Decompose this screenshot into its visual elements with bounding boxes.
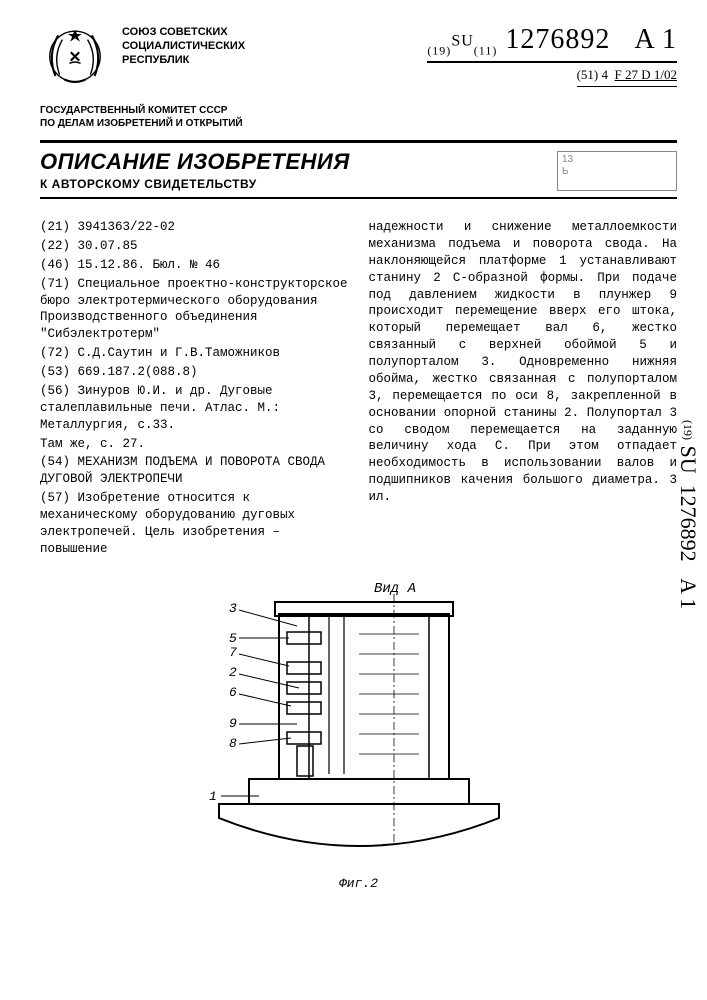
field-19-label: (19) — [427, 44, 451, 58]
left-column: (21) 3941363/22-02 (22) 30.07.85 (46) 15… — [40, 219, 349, 560]
svg-text:3: 3 — [229, 601, 237, 616]
union-line: РЕСПУБЛИК — [122, 54, 415, 68]
field-56b: Там же, с. 27. — [40, 436, 349, 453]
field-11-label: (11) — [474, 44, 498, 58]
ipc-code: F 27 D 1/02 — [615, 67, 677, 82]
ipc-prefix: (51) 4 — [577, 67, 608, 82]
side-kind: A 1 — [676, 578, 701, 609]
svg-text:7: 7 — [229, 645, 237, 660]
right-column: надежности и снижение металлоемкости мех… — [369, 219, 678, 560]
side-number: 1276892 — [676, 485, 701, 562]
svg-text:6: 6 — [229, 685, 237, 700]
field-53: (53) 669.187.2(088.8) — [40, 364, 349, 381]
stamp-text: Ь — [562, 166, 569, 177]
figure-svg: Вид А 3 5 7 2 6 9 8 1 — [179, 574, 539, 864]
title-main: ОПИСАНИЕ ИЗОБРЕТЕНИЯ — [40, 149, 350, 175]
union-line: СОЦИАЛИСТИЧЕСКИХ — [122, 40, 415, 54]
svg-text:9: 9 — [229, 716, 237, 731]
publication-number: (19)SU(11) 1276892 A 1 — [427, 24, 677, 63]
field-56a: (56) Зинуров Ю.И. и др. Дуговые сталепла… — [40, 383, 349, 434]
field-71: (71) Специальное проектно-конструкторско… — [40, 276, 349, 344]
page: СОЮЗ СОВЕТСКИХ СОЦИАЛИСТИЧЕСКИХ РЕСПУБЛИ… — [0, 0, 707, 1000]
ussr-emblem-icon — [40, 20, 110, 90]
view-label: Вид А — [374, 581, 416, 597]
svg-text:1: 1 — [209, 789, 217, 804]
doc-number: 1276892 — [505, 24, 610, 55]
svg-text:2: 2 — [229, 665, 237, 680]
header-row: СОЮЗ СОВЕТСКИХ СОЦИАЛИСТИЧЕСКИХ РЕСПУБЛИ… — [40, 20, 677, 90]
doc-number-block: (19)SU(11) 1276892 A 1 (51) 4 F 27 D 1/0… — [427, 20, 677, 87]
committee-line: ПО ДЕЛАМ ИЗОБРЕТЕНИЙ И ОТКРЫТИЙ — [40, 117, 677, 130]
field-46: (46) 15.12.86. Бюл. № 46 — [40, 257, 349, 274]
title-block: ОПИСАНИЕ ИЗОБРЕТЕНИЯ К АВТОРСКОМУ СВИДЕТ… — [40, 140, 677, 199]
title-sub: К АВТОРСКОМУ СВИДЕТЕЛЬСТВУ — [40, 177, 350, 191]
field-21: (21) 3941363/22-02 — [40, 219, 349, 236]
stamp-text: 13 — [562, 154, 573, 165]
field-54: (54) МЕХАНИЗМ ПОДЪЕМА И ПОВОРОТА СВОДА Д… — [40, 454, 349, 488]
kind-code: A 1 — [634, 24, 677, 55]
field-22: (22) 30.07.85 — [40, 238, 349, 255]
figure-caption: Фиг.2 — [40, 876, 677, 891]
stamp-box: 13 Ь — [557, 151, 677, 191]
side-19: (19) — [681, 420, 695, 440]
field-57a: (57) Изобретение относится к механическо… — [40, 490, 349, 558]
side-publication-number: (19) SU 1276892 A 1 — [675, 420, 701, 609]
committee-block: ГОСУДАРСТВЕННЫЙ КОМИТЕТ СССР ПО ДЕЛАМ ИЗ… — [40, 104, 677, 130]
title-left: ОПИСАНИЕ ИЗОБРЕТЕНИЯ К АВТОРСКОМУ СВИДЕТ… — [40, 149, 350, 191]
ipc-classification: (51) 4 F 27 D 1/02 — [577, 67, 677, 87]
svg-text:5: 5 — [229, 631, 237, 646]
union-line: СОЮЗ СОВЕТСКИХ — [122, 26, 415, 40]
committee-line: ГОСУДАРСТВЕННЫЙ КОМИТЕТ СССР — [40, 104, 677, 117]
union-text: СОЮЗ СОВЕТСКИХ СОЦИАЛИСТИЧЕСКИХ РЕСПУБЛИ… — [122, 20, 415, 67]
figure-area: Вид А 3 5 7 2 6 9 8 1 — [40, 574, 677, 874]
svg-text:8: 8 — [229, 736, 237, 751]
body-columns: (21) 3941363/22-02 (22) 30.07.85 (46) 15… — [40, 219, 677, 560]
field-72: (72) С.Д.Саутин и Г.В.Таможников — [40, 345, 349, 362]
abstract-text: надежности и снижение металлоемкости мех… — [369, 219, 678, 506]
side-country: SU — [676, 446, 701, 474]
country-code: SU — [451, 33, 473, 50]
